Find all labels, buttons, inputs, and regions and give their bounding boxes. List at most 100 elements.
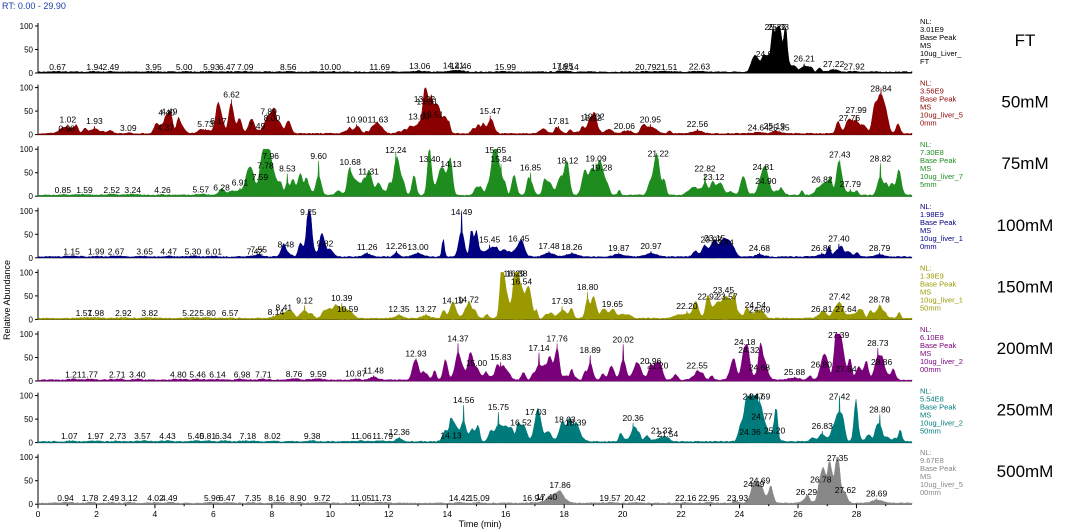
- peak-label: 24.77: [751, 411, 773, 421]
- y-tick-label: 0: [29, 131, 34, 140]
- peak-mark: [67, 440, 72, 443]
- peak-mark: [837, 301, 842, 320]
- peak-mark: [837, 243, 841, 259]
- peak-label: 1.07: [61, 431, 78, 441]
- trace-info-line: MS: [920, 164, 931, 173]
- peak-label: 10.59: [337, 304, 359, 314]
- peak-label: 24.69: [749, 305, 771, 315]
- trace-info-line: MS: [920, 411, 931, 420]
- peak-label: 25.33: [768, 22, 790, 32]
- peak-mark: [459, 210, 464, 259]
- peak-label: 5.96: [204, 493, 221, 503]
- peak-mark: [255, 129, 259, 135]
- trace-area: [37, 272, 913, 320]
- y-tick-label: 50: [24, 169, 33, 178]
- peak-label: 11.63: [368, 114, 389, 124]
- peak-mark: [256, 253, 261, 259]
- peak-mark: [323, 248, 327, 259]
- peak-mark: [284, 249, 288, 259]
- panel-250mM: 0 50 100 1.07 1.97 2.73 3.57 4.43 5.405.816.34 7.…: [20, 387, 1054, 448]
- peak-label: 7.09: [237, 62, 254, 72]
- peak-mark: [166, 255, 171, 259]
- peak-label: 13.40: [419, 154, 441, 164]
- peak-mark: [60, 194, 65, 197]
- peak-label: 11.06: [351, 431, 372, 441]
- peak-label: 7.42: [247, 246, 264, 256]
- peak-mark: [757, 313, 762, 320]
- peak-label: 15.65: [485, 145, 507, 155]
- peak-label: 20.97: [640, 241, 662, 251]
- peak-label: 14.49: [451, 207, 473, 217]
- peak-label: 16.38: [506, 268, 528, 278]
- trace-info-line: 10ug_liver_2: [920, 357, 963, 366]
- peak-label: 26.21: [793, 54, 815, 64]
- peak-mark: [245, 440, 251, 443]
- peak-label: 23.15: [704, 233, 726, 243]
- peak-mark: [589, 122, 593, 135]
- peak-mark: [261, 379, 266, 382]
- peak-label: 24.36: [739, 427, 761, 437]
- peak-mark: [466, 304, 471, 320]
- trace-info-line: 10ug_liver_7: [920, 172, 963, 181]
- peak-mark: [499, 164, 503, 197]
- peak-mark: [66, 124, 70, 135]
- peak-label: 21.20: [647, 361, 669, 371]
- peak-mark: [703, 173, 707, 197]
- peak-label: 24.69: [749, 475, 771, 485]
- peak-label: 4.40: [158, 108, 175, 118]
- peak-label: 5.80: [199, 308, 216, 318]
- peak-label: 2.49: [103, 62, 120, 72]
- peak-mark: [160, 194, 165, 197]
- peak-label: 24.18: [734, 337, 756, 347]
- peak-mark: [87, 502, 93, 505]
- peak-label: 26.83: [812, 421, 834, 431]
- peak-label: 13.06: [409, 61, 431, 71]
- peak-mark: [697, 71, 702, 74]
- peak-label: 16.29: [504, 268, 526, 278]
- peak-mark: [224, 71, 230, 74]
- peak-label: 21.54: [657, 429, 679, 439]
- peak-label: 1.57: [76, 308, 93, 318]
- peak-label: 17.48: [538, 241, 560, 251]
- peak-mark: [366, 176, 371, 197]
- peak-mark: [544, 501, 549, 505]
- peak-mark: [563, 424, 567, 443]
- peak-mark: [721, 294, 726, 320]
- x-tick-label: 0: [36, 509, 41, 519]
- x-tick-label: 28: [852, 509, 862, 519]
- peak-mark: [517, 243, 521, 259]
- peak-mark: [165, 440, 170, 443]
- y-tick-label: 100: [20, 84, 34, 93]
- peak-label: 8.14: [268, 307, 285, 317]
- peak-mark: [851, 71, 857, 74]
- peak-label: 23.57: [716, 292, 738, 302]
- peak-mark: [451, 70, 456, 74]
- peak-label: 15.84: [490, 154, 512, 164]
- peak-mark: [838, 159, 842, 197]
- peak-label: 23.03: [701, 235, 723, 245]
- peak-label: 24.90: [755, 176, 777, 186]
- peak-label: 1.02: [60, 114, 77, 124]
- peak-label: 23.45: [713, 285, 735, 295]
- peak-mark: [594, 163, 598, 197]
- peak-label: 27.64: [835, 364, 857, 374]
- panel-FT: 0 50 100 0.67 1.94 2.49 3.95 5.00 5.93 6.47 7.09 8.…: [20, 17, 1036, 78]
- peak-label: 14.56: [453, 395, 475, 405]
- peak-mark: [773, 25, 777, 74]
- peak-mark: [397, 313, 401, 320]
- peak-label: 2.71: [109, 370, 126, 380]
- peak-mark: [394, 250, 399, 259]
- peak-label: 27.35: [827, 453, 849, 463]
- peak-label: 11.69: [369, 62, 390, 72]
- peak-mark: [427, 164, 432, 197]
- peak-mark: [621, 344, 625, 382]
- peak-label: 27.62: [835, 485, 857, 495]
- peak-mark: [487, 244, 492, 259]
- peak-label: 6.91: [232, 178, 249, 188]
- peak-label: 26.82: [811, 174, 833, 184]
- peak-mark: [316, 160, 321, 197]
- peak-label: 8.16: [268, 493, 285, 503]
- peak-mark: [94, 255, 99, 259]
- peak-mark: [270, 122, 274, 135]
- nl-label: NL:: [920, 448, 932, 457]
